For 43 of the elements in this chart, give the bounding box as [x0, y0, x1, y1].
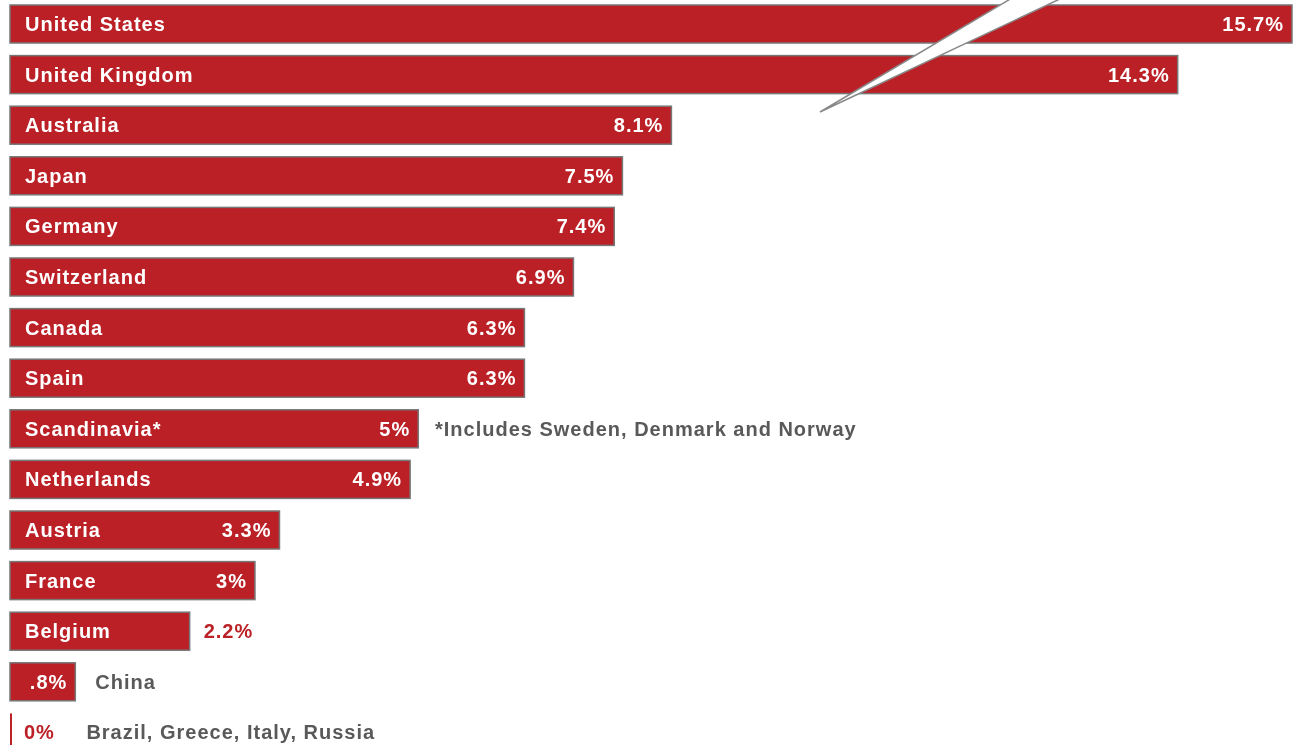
y-tick-label: Switzerland	[25, 266, 148, 288]
bar	[9, 409, 420, 449]
data-label: 7.5%	[564, 164, 615, 187]
data-label: 2.2%	[203, 620, 254, 643]
y-tick-label: Brazil, Greece, Italy, Russia	[86, 721, 376, 744]
y-tick-label: Netherlands	[25, 468, 152, 491]
data-label: 5%	[379, 417, 411, 440]
bar	[9, 662, 77, 702]
y-tick-label: Germany	[25, 215, 119, 238]
y-tick-label: Spain	[25, 367, 85, 390]
y-tick-label: Austria	[25, 519, 101, 541]
y-tick-label: Japan	[25, 164, 88, 187]
y-tick-label: Canada	[25, 316, 104, 339]
annotation: *Includes Sweden, Denmark and Norway	[435, 417, 857, 440]
data-label: 6.3%	[466, 316, 517, 339]
data-label: 7.4%	[556, 215, 607, 238]
y-tick-label: United States	[25, 13, 166, 35]
data-label: 14.3%	[1107, 63, 1170, 86]
data-label: .8%	[29, 670, 68, 693]
bar	[9, 611, 191, 651]
data-label: 6.9%	[515, 266, 566, 288]
data-label: 4.9%	[352, 468, 403, 491]
y-tick-label: Scandinavia*	[25, 417, 162, 440]
bar	[9, 307, 526, 348]
bar	[9, 206, 616, 247]
data-label: 15.7%	[1222, 13, 1284, 35]
bar	[9, 560, 256, 601]
bar	[9, 156, 624, 196]
bar	[9, 459, 411, 500]
data-label: 6.3%	[466, 367, 517, 390]
y-tick-label: Australia	[25, 114, 120, 137]
bar	[9, 257, 575, 297]
bar	[9, 105, 673, 145]
y-tick-label: France	[25, 569, 97, 592]
y-tick-label: Belgium	[25, 620, 111, 643]
y-tick-label: United Kingdom	[25, 63, 194, 86]
y-tick-label: China	[95, 670, 156, 693]
bar	[9, 510, 281, 550]
data-label: 3%	[216, 569, 247, 592]
data-label: 3.3%	[221, 519, 272, 541]
data-label: 8.1%	[613, 114, 664, 137]
bar	[9, 358, 526, 398]
data-label: 0%	[24, 721, 55, 744]
